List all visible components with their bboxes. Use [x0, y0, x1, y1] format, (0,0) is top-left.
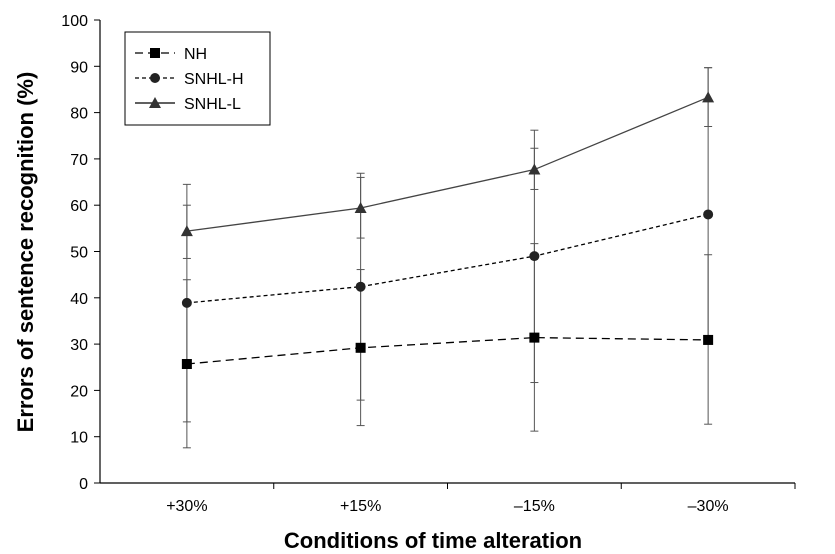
data-point-snhl-l [528, 163, 541, 175]
y-tick-label: 10 [70, 430, 88, 447]
data-point-nh [181, 359, 192, 370]
x-axis-title: Conditions of time alteration [284, 528, 582, 553]
data-point-snhl-l [702, 91, 715, 103]
x-tick-label: –15% [514, 498, 555, 515]
y-tick-label: 0 [79, 476, 88, 493]
legend-label: NH [184, 46, 207, 63]
y-tick-label: 80 [70, 106, 88, 123]
series-line-snhl-h [186, 213, 709, 304]
data-point-snhl-l [180, 225, 193, 237]
y-tick-label: 60 [70, 198, 88, 215]
y-axis-ticks: 0 10 20 30 40 50 60 70 80 90 100 [61, 13, 100, 493]
y-axis-title: Errors of sentence recognition (%) [13, 72, 38, 433]
y-tick-label: 30 [70, 337, 88, 354]
data-point-snhl-h [703, 209, 714, 220]
legend-label: SNHL-H [184, 71, 244, 88]
legend-label: SNHL-L [184, 96, 241, 113]
data-point-snhl-h [181, 297, 192, 308]
y-tick-label: 70 [70, 152, 88, 169]
y-tick-label: 40 [70, 291, 88, 308]
data-point-snhl-l [354, 201, 367, 213]
data-point-snhl-h [355, 281, 366, 292]
x-tick-label: +30% [166, 498, 207, 515]
legend: NH SNHL-H SNHL-L [124, 31, 271, 126]
y-tick-label: 100 [61, 13, 88, 30]
data-point-nh [529, 332, 540, 343]
data-point-nh [355, 342, 366, 353]
data-markers [180, 91, 715, 370]
x-tick-label: –30% [688, 498, 729, 515]
legend-marker [150, 48, 160, 58]
data-point-snhl-h [529, 251, 540, 262]
series-lines [186, 96, 709, 365]
data-point-nh [703, 334, 714, 345]
legend-marker [149, 97, 161, 108]
series-line-snhl-l [186, 96, 709, 232]
y-tick-label: 90 [70, 59, 88, 76]
x-tick-label: +15% [340, 498, 381, 515]
y-tick-label: 50 [70, 245, 88, 262]
legend-marker [150, 73, 160, 83]
series-line-nh [186, 336, 709, 365]
y-tick-label: 20 [70, 383, 88, 400]
x-axis-ticks: +30% +15% –15% –30% [166, 483, 796, 515]
